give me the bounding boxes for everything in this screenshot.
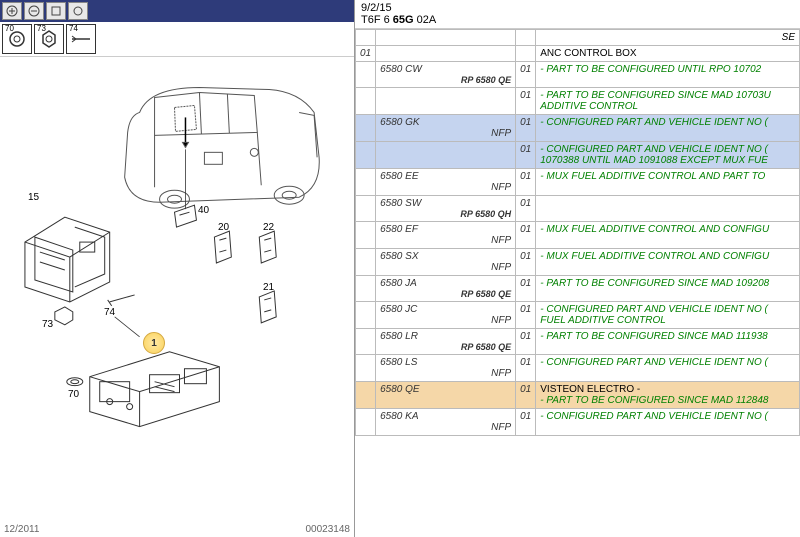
table-row[interactable]: 6580 JARP 6580 QE01- PART TO BE CONFIGUR…: [356, 276, 800, 302]
part-thumb-73[interactable]: 73: [34, 24, 64, 54]
diagram-label: 74: [104, 307, 115, 318]
part-thumb-70[interactable]: 70: [2, 24, 32, 54]
diagram-label: 73: [42, 319, 53, 330]
table-row[interactable]: 6580 JCNFP01- CONFIGURED PART AND VEHICL…: [356, 302, 800, 329]
table-row[interactable]: 6580 EFNFP01- MUX FUEL ADDITIVE CONTROL …: [356, 222, 800, 249]
diagram-label: 21: [263, 282, 274, 293]
table-row[interactable]: 01ANC CONTROL BOX: [356, 46, 800, 62]
table-row[interactable]: 6580 LRRP 6580 QE01- PART TO BE CONFIGUR…: [356, 329, 800, 355]
table-header-se: SE: [536, 30, 800, 46]
diagram-panel: 70 73 74: [0, 0, 355, 537]
toolbar-btn-3[interactable]: [46, 2, 66, 20]
footer-date: 12/2011: [4, 524, 39, 535]
diagram-label: 70: [68, 389, 79, 400]
table-row[interactable]: 01- CONFIGURED PART AND VEHICLE IDENT NO…: [356, 142, 800, 169]
callout-label: 1: [151, 338, 157, 349]
toolbar-btn-4[interactable]: [68, 2, 88, 20]
part-thumb-label: 73: [37, 24, 46, 33]
toolbar-btn-2[interactable]: [24, 2, 44, 20]
exploded-diagram: 1 15 40 20 22 21 73 74 70: [0, 57, 354, 487]
footer-ref: 00023148: [306, 524, 351, 535]
parts-thumbnails: 70 73 74: [0, 22, 354, 57]
diagram-label: 40: [198, 205, 209, 216]
table-row[interactable]: 6580 QE01VISTEON ELECTRO -- PART TO BE C…: [356, 382, 800, 409]
part-thumb-label: 70: [5, 24, 14, 33]
header-date: 9/2/15: [361, 2, 794, 14]
table-row[interactable]: 01- PART TO BE CONFIGURED SINCE MAD 1070…: [356, 88, 800, 115]
toolbar: [0, 0, 354, 22]
table-row[interactable]: 6580 CWRP 6580 QE01- PART TO BE CONFIGUR…: [356, 62, 800, 88]
parts-table-wrap: SE01ANC CONTROL BOX6580 CWRP 6580 QE01- …: [355, 29, 800, 537]
diagram-label: 22: [263, 222, 274, 233]
parts-table: SE01ANC CONTROL BOX6580 CWRP 6580 QE01- …: [355, 29, 800, 436]
table-row[interactable]: 6580 EENFP01- MUX FUEL ADDITIVE CONTROL …: [356, 169, 800, 196]
part-thumb-label: 74: [69, 24, 78, 33]
diagram-footer: 12/2011 00023148: [4, 524, 350, 535]
table-row[interactable]: 6580 KANFP01- CONFIGURED PART AND VEHICL…: [356, 409, 800, 436]
table-row[interactable]: 6580 SWRP 6580 QH01: [356, 196, 800, 222]
table-row[interactable]: 6580 LSNFP01- CONFIGURED PART AND VEHICL…: [356, 355, 800, 382]
table-row[interactable]: 6580 GKNFP01- CONFIGURED PART AND VEHICL…: [356, 115, 800, 142]
diagram-label: 15: [28, 192, 39, 203]
parts-list-panel: 9/2/15 T6F 6 65G 02A SE01ANC CONTROL BOX…: [355, 0, 800, 537]
part-thumb-74[interactable]: 74: [66, 24, 96, 54]
toolbar-btn-1[interactable]: [2, 2, 22, 20]
header-code: T6F 6 65G 02A: [361, 14, 794, 26]
table-row[interactable]: 6580 SXNFP01- MUX FUEL ADDITIVE CONTROL …: [356, 249, 800, 276]
callout-marker-1[interactable]: 1: [143, 332, 165, 354]
header-info: 9/2/15 T6F 6 65G 02A: [355, 0, 800, 29]
diagram-label: 20: [218, 222, 229, 233]
